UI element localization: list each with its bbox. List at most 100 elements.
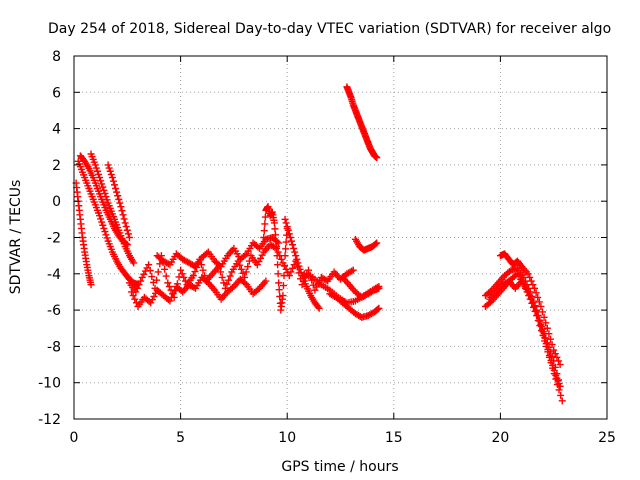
data-point — [145, 261, 153, 269]
data-point — [282, 238, 290, 246]
data-point — [120, 215, 128, 223]
data-point — [203, 278, 211, 286]
data-point — [102, 193, 110, 201]
data-point — [96, 212, 104, 220]
data-point — [140, 270, 148, 278]
data-point — [275, 286, 283, 294]
data-point — [165, 283, 173, 291]
data-point — [274, 270, 282, 278]
data-point — [271, 243, 279, 251]
data-point — [292, 252, 300, 260]
data-point — [92, 164, 100, 172]
data-point — [258, 251, 266, 259]
series-arc-d — [87, 150, 138, 267]
data-point — [315, 304, 323, 312]
data-point — [244, 263, 252, 271]
data-point — [532, 307, 540, 315]
data-point — [296, 265, 304, 273]
x-tick-label: 20 — [491, 430, 509, 446]
data-point — [109, 177, 117, 185]
data-point — [262, 277, 270, 285]
data-point — [226, 272, 234, 280]
data-point — [131, 295, 139, 303]
series-late-d — [486, 277, 564, 390]
data-point — [543, 324, 551, 332]
data-point — [150, 292, 158, 300]
data-point — [97, 215, 105, 223]
series-descend-top — [343, 83, 381, 162]
data-point — [138, 273, 146, 281]
data-point — [169, 290, 177, 298]
series-tail-b — [326, 290, 383, 321]
data-point — [260, 227, 268, 235]
data-point — [283, 223, 291, 231]
data-point — [274, 248, 282, 256]
data-point — [551, 363, 559, 371]
data-point — [537, 321, 545, 329]
data-point — [527, 277, 535, 285]
series-arc-a — [74, 157, 142, 289]
data-point — [164, 279, 172, 287]
data-point — [374, 305, 382, 313]
data-point — [558, 397, 566, 405]
data-point — [289, 264, 297, 272]
data-point — [280, 272, 288, 280]
data-point — [104, 161, 112, 169]
data-point — [107, 170, 115, 178]
data-point — [237, 265, 245, 273]
data-point — [348, 267, 356, 275]
data-point — [218, 273, 226, 281]
data-point — [375, 284, 383, 292]
data-point — [228, 284, 236, 292]
data-point — [290, 244, 298, 252]
y-tick-label: -12 — [38, 412, 61, 428]
data-point — [555, 386, 563, 394]
series-spike-10 — [281, 215, 323, 312]
data-point — [281, 252, 289, 260]
data-point — [529, 281, 537, 289]
y-tick-label: -6 — [47, 303, 61, 319]
data-point — [147, 299, 155, 307]
data-point — [117, 203, 125, 211]
data-point — [245, 257, 253, 265]
data-point — [241, 251, 249, 259]
data-point — [261, 220, 269, 228]
data-point — [254, 286, 262, 294]
data-point — [133, 284, 141, 292]
data-point — [91, 161, 99, 169]
data-point — [545, 343, 553, 351]
data-point — [311, 286, 319, 294]
data-point — [524, 270, 532, 278]
data-point — [270, 219, 278, 227]
y-tick-label: -8 — [47, 339, 61, 355]
data-point — [298, 281, 306, 289]
data-point — [540, 313, 548, 321]
data-point — [177, 266, 185, 274]
data-point — [279, 292, 287, 300]
data-point — [526, 292, 534, 300]
data-point — [132, 299, 140, 307]
data-point — [534, 312, 542, 320]
data-point — [556, 382, 564, 390]
data-point — [294, 259, 302, 267]
data-point — [535, 316, 543, 324]
data-point — [239, 269, 247, 277]
data-point — [297, 268, 305, 276]
data-point — [148, 273, 156, 281]
data-point — [260, 234, 268, 241]
data-point — [524, 288, 532, 296]
data-point — [543, 339, 551, 347]
y-tick-label: 0 — [52, 194, 61, 210]
data-point — [261, 213, 269, 221]
data-point — [281, 262, 289, 270]
data-point — [512, 271, 520, 279]
series-hook — [351, 235, 381, 254]
y-tick-label: 4 — [52, 122, 61, 138]
data-point — [102, 231, 110, 239]
data-point — [547, 348, 555, 356]
y-tick-label: -10 — [38, 376, 61, 392]
x-tick-label: 10 — [278, 430, 296, 446]
data-point — [271, 225, 279, 233]
data-point — [98, 218, 106, 226]
data-point — [295, 262, 303, 270]
